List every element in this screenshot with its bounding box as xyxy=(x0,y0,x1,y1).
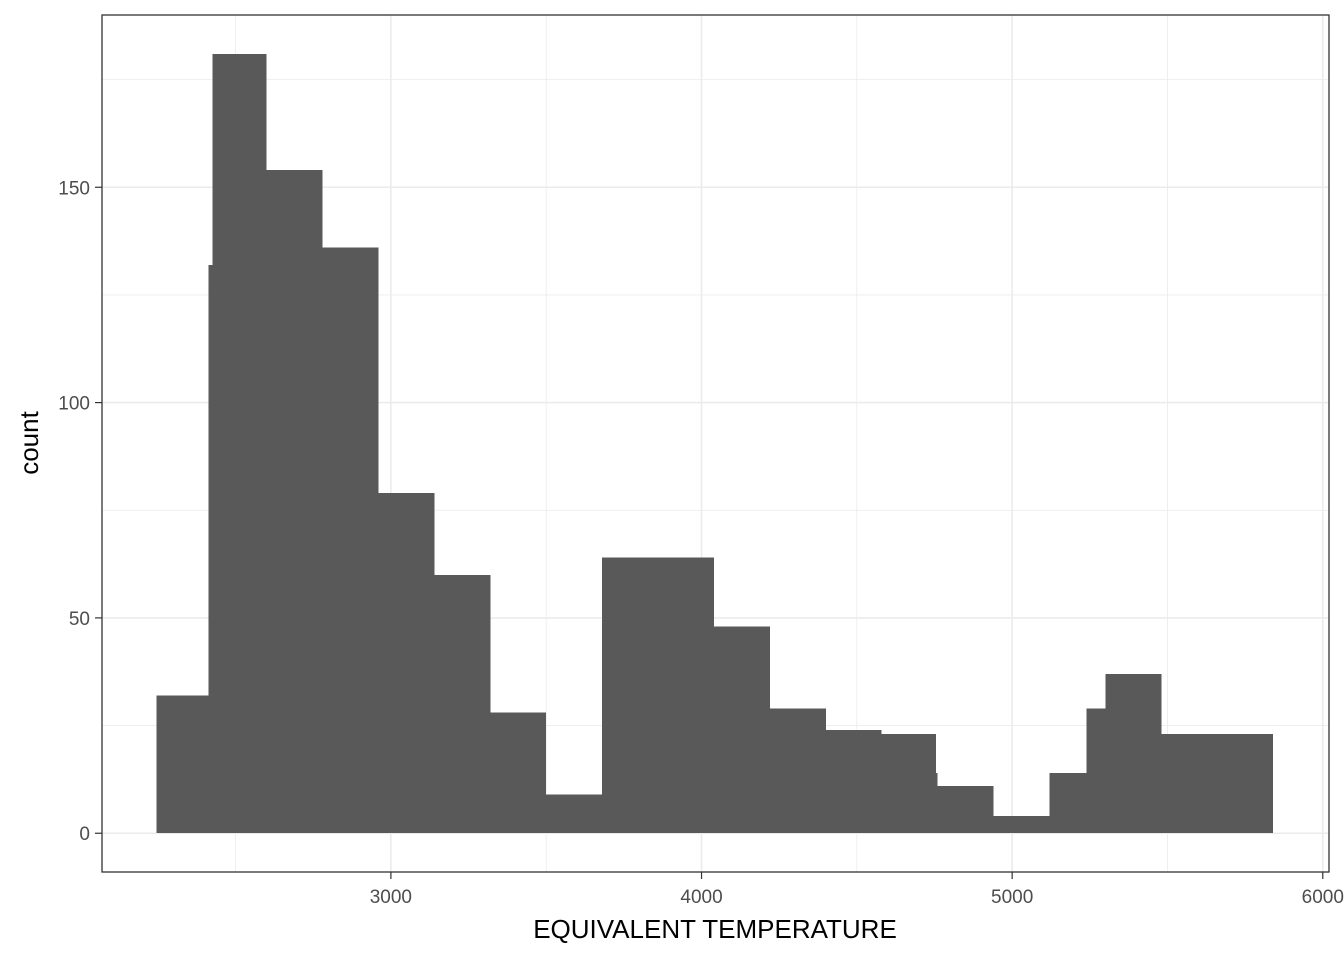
histogram-bar xyxy=(266,170,323,834)
x-axis-ticks: 3000 4000 5000 6000 xyxy=(370,872,1344,908)
histogram-bar xyxy=(713,626,770,834)
histogram-bar xyxy=(1049,772,1087,834)
y-axis-ticks: 0 50 100 150 xyxy=(58,178,102,845)
y-axis-title: count xyxy=(14,410,44,474)
x-axis-title: EQUIVALENT TEMPERATURE xyxy=(533,914,897,944)
histogram-bar xyxy=(1086,708,1106,834)
histogram-bar xyxy=(156,695,209,834)
histogram-bar xyxy=(212,53,267,834)
y-tick-label: 50 xyxy=(69,609,90,630)
histogram-bar xyxy=(937,785,994,834)
histogram-bar xyxy=(1161,734,1274,834)
histogram-bar xyxy=(602,557,714,834)
x-tick-label: 6000 xyxy=(1302,887,1344,908)
x-tick-label: 3000 xyxy=(370,887,412,908)
histogram-bar xyxy=(490,712,547,834)
plot-panel-border xyxy=(101,14,1330,873)
histogram-bar xyxy=(208,264,213,834)
histogram-bars xyxy=(156,53,1274,834)
histogram-bar xyxy=(825,729,882,834)
y-tick-label: 0 xyxy=(79,824,90,845)
histogram-bar xyxy=(1105,673,1162,834)
y-tick-label: 150 xyxy=(58,178,90,199)
histogram-bar xyxy=(434,574,491,834)
histogram-bar xyxy=(546,794,603,834)
histogram-bar xyxy=(881,734,937,834)
histogram-bar xyxy=(936,772,938,834)
histogram-bar xyxy=(322,247,379,834)
x-tick-label: 5000 xyxy=(991,887,1033,908)
histogram-bar xyxy=(993,816,1050,834)
histogram-bar xyxy=(378,493,435,834)
histogram-bar xyxy=(769,708,826,834)
x-tick-label: 4000 xyxy=(680,887,722,908)
y-tick-label: 100 xyxy=(58,394,90,415)
